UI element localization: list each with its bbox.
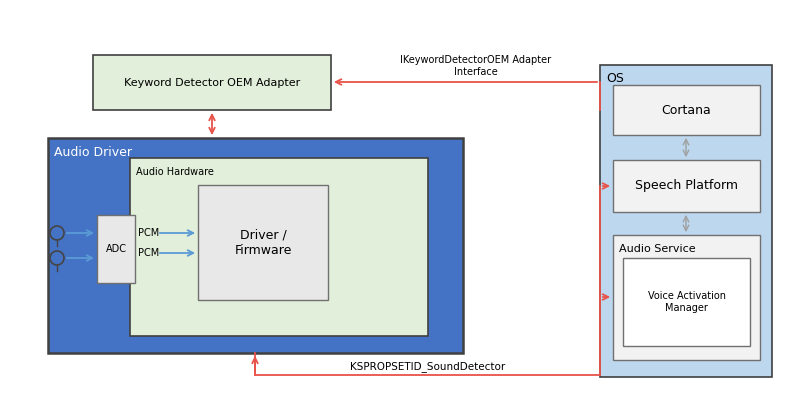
Text: PCM: PCM: [138, 248, 159, 258]
Bar: [198, 185, 328, 300]
Text: Audio Driver: Audio Driver: [54, 145, 132, 158]
Bar: [613, 160, 760, 212]
Bar: [130, 158, 428, 336]
Text: ADC: ADC: [105, 244, 126, 254]
Text: Audio Service: Audio Service: [619, 244, 696, 254]
Bar: [613, 85, 760, 135]
Text: Audio Hardware: Audio Hardware: [136, 167, 214, 177]
Text: Speech Platform: Speech Platform: [635, 179, 738, 193]
Bar: [48, 138, 463, 353]
Text: Keyword Detector OEM Adapter: Keyword Detector OEM Adapter: [124, 77, 300, 87]
Text: IKeywordDetectorOEM Adapter
Interface: IKeywordDetectorOEM Adapter Interface: [400, 56, 551, 77]
Bar: [600, 65, 772, 377]
Bar: [623, 258, 750, 346]
Text: PCM: PCM: [138, 228, 159, 238]
Text: Driver /
Firmware: Driver / Firmware: [234, 229, 292, 257]
Text: OS: OS: [606, 72, 624, 86]
Text: Voice Activation
Manager: Voice Activation Manager: [648, 291, 725, 313]
Text: Cortana: Cortana: [662, 104, 711, 117]
Bar: [93, 55, 331, 110]
Bar: [97, 215, 135, 283]
Bar: [613, 235, 760, 360]
Text: KSPROPSETID_SoundDetector: KSPROPSETID_SoundDetector: [350, 361, 505, 372]
